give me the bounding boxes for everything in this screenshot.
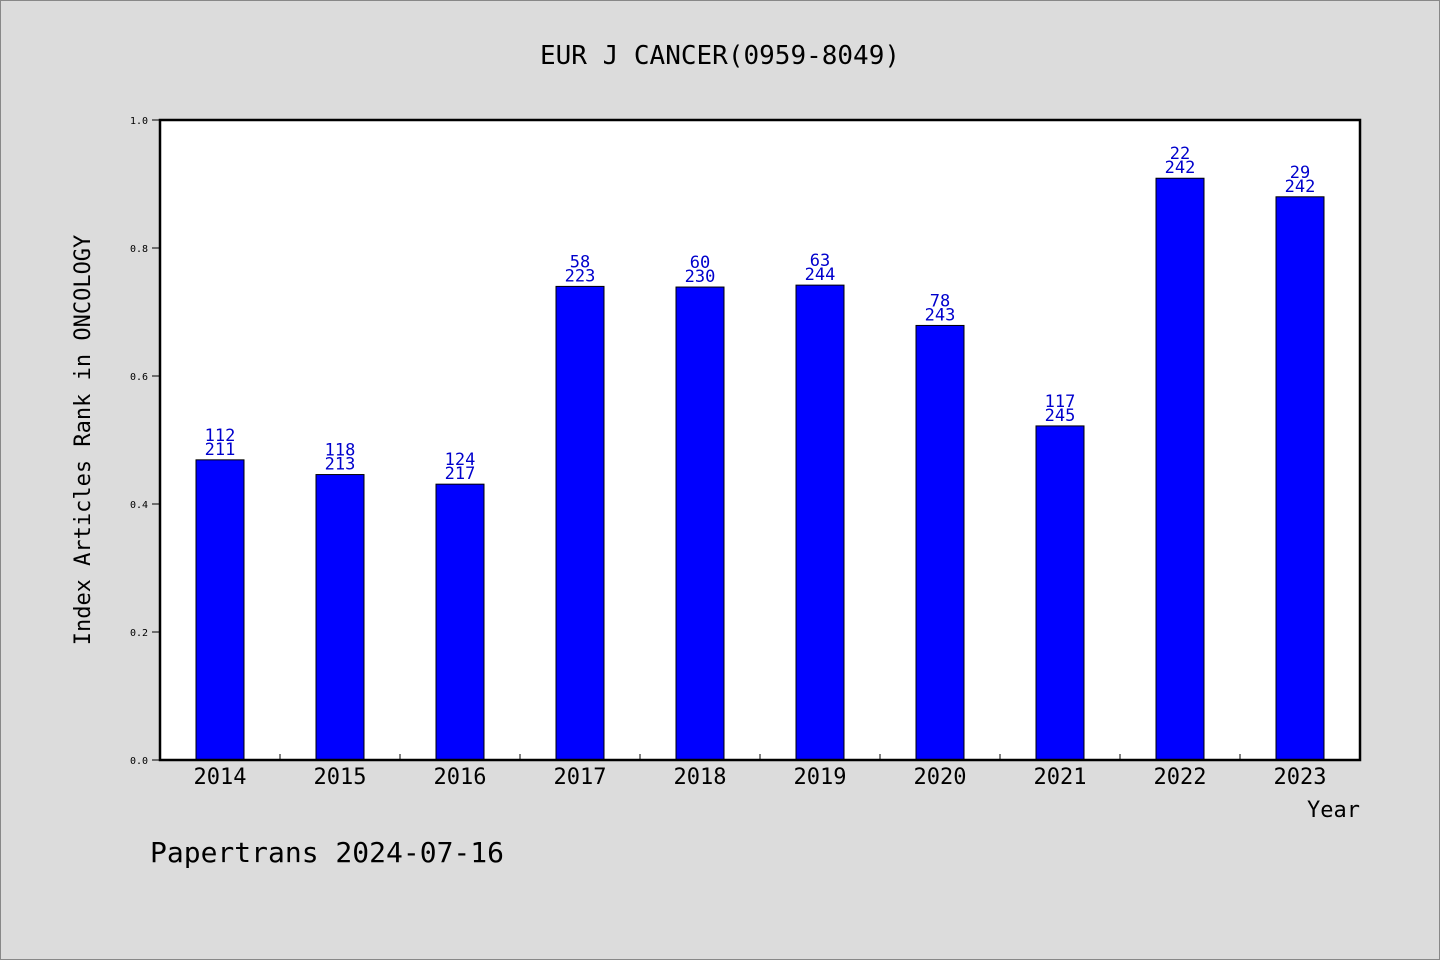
bar-label-total: 223 bbox=[565, 266, 596, 286]
x-axis: 2014 2015 2016 2017 2018 2019 2020 2021 2022 2023 bbox=[194, 754, 1327, 790]
x-axis-label: Year bbox=[1307, 798, 1360, 823]
y-tick-label: 1.0 bbox=[130, 116, 148, 127]
x-tick-label: 2019 bbox=[794, 765, 847, 790]
bar-label-rank: 124 bbox=[445, 450, 476, 470]
bar-label-total: 242 bbox=[1165, 158, 1196, 178]
x-tick-label: 2018 bbox=[674, 765, 727, 790]
bar-label-total: 243 bbox=[925, 305, 956, 325]
credit-text: Papertrans 2024-07-16 bbox=[150, 836, 504, 869]
x-tick-label: 2023 bbox=[1274, 765, 1327, 790]
bar-label-rank: 63 bbox=[810, 251, 830, 271]
bar-label-rank: 60 bbox=[690, 253, 710, 273]
y-tick-label: 0.4 bbox=[130, 500, 148, 511]
bar-label-rank: 112 bbox=[205, 426, 236, 446]
chart-title: EUR J CANCER(0959-8049) bbox=[540, 41, 900, 71]
bar bbox=[675, 286, 725, 761]
y-tick-label: 0.2 bbox=[130, 628, 148, 639]
x-tick-label: 2021 bbox=[1034, 765, 1087, 790]
x-tick-label: 2017 bbox=[554, 765, 607, 790]
bar bbox=[195, 459, 245, 761]
y-tick-label: 0.8 bbox=[130, 244, 148, 255]
bar bbox=[1155, 177, 1205, 761]
bar-label-total: 211 bbox=[205, 440, 236, 460]
bar-label-total: 217 bbox=[445, 464, 476, 484]
bar-label-rank: 22 bbox=[1170, 144, 1190, 164]
x-tick-label: 2022 bbox=[1154, 765, 1207, 790]
bar bbox=[435, 483, 485, 761]
x-tick-label: 2020 bbox=[914, 765, 967, 790]
bar bbox=[315, 474, 365, 761]
bar-series bbox=[195, 177, 1325, 761]
bar bbox=[795, 284, 845, 761]
bar-label-total: 245 bbox=[1045, 406, 1076, 426]
bar-label-rank: 58 bbox=[570, 252, 590, 272]
bar-label-total: 244 bbox=[805, 265, 836, 285]
plot-frame bbox=[158, 118, 1362, 762]
bar-label-rank: 78 bbox=[930, 291, 950, 311]
bar bbox=[1275, 196, 1325, 761]
y-axis: 0.0 0.2 0.4 0.6 0.8 1.0 bbox=[130, 116, 160, 767]
bar-label-rank: 118 bbox=[325, 441, 356, 461]
bar-label-rank: 29 bbox=[1290, 163, 1310, 183]
bar-label-total: 242 bbox=[1285, 177, 1316, 197]
x-tick-label: 2014 bbox=[194, 765, 247, 790]
y-axis-label: Index Articles Rank in ONCOLOGY bbox=[71, 235, 96, 646]
bar-label-rank: 117 bbox=[1045, 392, 1076, 412]
bar-label-total: 213 bbox=[325, 455, 356, 475]
bar bbox=[1035, 425, 1085, 761]
bar bbox=[915, 324, 965, 761]
bar bbox=[555, 285, 605, 761]
y-tick-label: 0.0 bbox=[130, 756, 148, 767]
x-tick-label: 2015 bbox=[314, 765, 367, 790]
bar-label-total: 230 bbox=[685, 267, 716, 287]
y-tick-label: 0.6 bbox=[130, 372, 148, 383]
x-tick-label: 2016 bbox=[434, 765, 487, 790]
